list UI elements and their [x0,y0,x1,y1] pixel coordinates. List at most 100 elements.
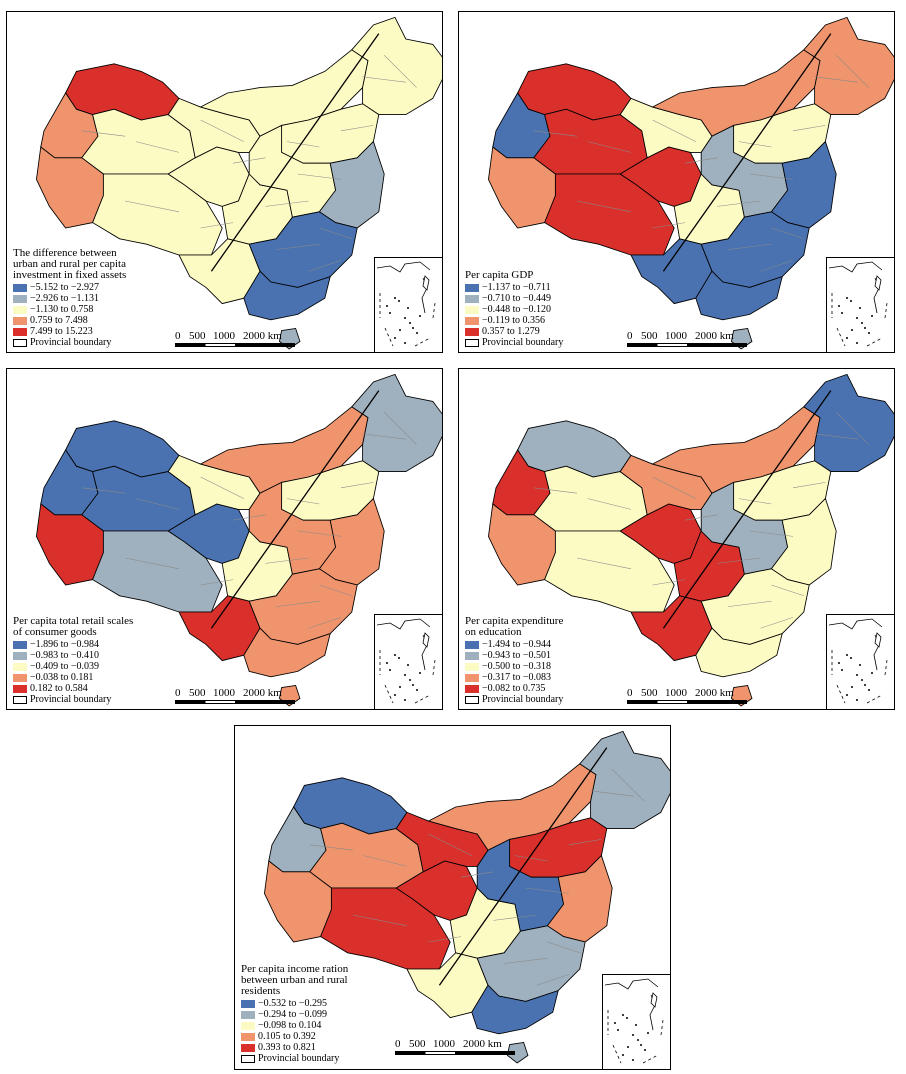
county-boundary-line [232,157,266,164]
county-boundary-line [200,476,244,499]
inset-island-dot [838,305,840,307]
inset-island-dot [409,679,411,681]
county-boundary-line [587,141,632,153]
county-boundary-line [749,530,794,537]
inset-island-dot [851,329,853,331]
county-boundary-line [814,433,858,440]
scale-label-0: 0 [175,687,181,699]
county-boundary-line [232,514,266,521]
legend-label-5: −0.082 to 0.735 [482,683,546,694]
county-boundary-line [760,617,794,629]
legend-item-class-5: 0.182 to 0.584 [13,683,133,694]
scale-label-0: 0 [175,330,181,342]
inset-island-dot [419,315,421,317]
inset-island-dot [856,674,858,676]
county-boundary-line [576,557,632,570]
county-boundary-line [652,476,696,499]
scale-label-500: 500 [189,687,206,699]
inset-island-dot [838,662,840,664]
china-map-gdp [487,16,894,350]
legend-title-line-3: residents [241,985,281,997]
map-panel-education: Per capita expenditure on education −1.4… [458,368,895,710]
inset-island-dot [846,654,848,656]
inset-island-dot [404,317,406,319]
legend-swatch-4 [465,316,479,325]
legend-label-1: −1.896 to −0.984 [30,639,100,650]
map-panel-investment: The difference between urban and rural p… [6,11,443,353]
inset-island-dot [404,699,406,701]
inset-islands-icon [828,261,888,347]
map-panel-gdp: Per capita GDP −1.137 to −0.711 −0.710 t… [458,11,895,353]
diagonal-line [210,33,380,272]
legend-title: Per capita total retail scales of consum… [13,616,133,638]
scale-label-1000: 1000 [213,330,235,342]
legend-item-class-2: −0.294 to −0.099 [241,1009,348,1020]
county-boundary-line [717,557,761,564]
scale-label-500: 500 [189,330,206,342]
diagonal-line [662,390,832,629]
county-boundary-line [547,941,580,954]
county-boundary-line [836,412,869,445]
legend-item-boundary: Provincial boundary [13,337,126,348]
legend-label-boundary: Provincial boundary [258,1053,340,1064]
legend-item-class-5: 0.393 to 0.821 [241,1042,348,1053]
county-boundary-line [309,844,354,851]
legend-swatch-5 [465,327,479,336]
legend-label-3: −0.409 to −0.039 [30,661,100,672]
south-china-sea-inset [826,614,894,709]
inset-island-dot [404,342,406,344]
inset-island-dot [851,686,853,688]
legend-swatch-4 [13,673,27,682]
legend-item-class-1: −0.532 to −0.295 [241,998,348,1009]
county-boundary-line [612,769,645,802]
county-boundary-line [265,557,309,564]
scale-label-500: 500 [641,330,658,342]
inset-island-dot [846,337,848,339]
county-boundary-line [652,119,696,142]
county-boundary-line [684,514,718,521]
legend-label-4: 0.759 to 7.498 [30,315,88,326]
county-boundary-line [319,584,352,597]
legend-swatch-3 [13,305,27,314]
region-guangdong [243,270,331,321]
county-boundary-line [536,974,570,986]
county-boundary-line [684,157,718,164]
legend-title: Per capita expenditure on education [465,616,563,638]
legend-item-class-1: −1.494 to −0.944 [465,639,563,650]
scale-label-1000: 1000 [665,687,687,699]
inset-island-dot [398,300,400,302]
county-boundary-line [200,222,234,229]
legend-swatch-5 [465,684,479,693]
inset-island-dot [632,1059,634,1061]
region-guangdong [695,270,783,321]
county-boundary-line [728,243,772,250]
inset-island-dot [412,327,414,329]
inset-island-dot [389,669,391,671]
scale-label-500: 500 [641,687,658,699]
legend-label-5: 0.393 to 0.821 [258,1042,316,1053]
county-boundary-line [760,260,794,272]
legend-label-4: 0.105 to 0.392 [258,1031,316,1042]
inset-island-dot [617,1029,619,1031]
county-boundary-line [460,871,494,878]
legend-title: Per capita GDP [465,270,563,281]
county-boundary-line [533,130,578,137]
scale-line [175,343,295,347]
legend-label-4: −0.119 to 0.356 [482,315,546,326]
inset-island-dot [856,317,858,319]
legend-item-class-4: −0.119 to 0.356 [465,315,563,326]
scale-line [627,700,747,704]
county-boundary-line [587,498,632,510]
scale-line [395,1051,515,1055]
scale-label-2000: 2000 km [695,687,734,699]
legend-swatch-1 [465,283,479,292]
inset-island-dot [394,337,396,339]
scale-label-1000: 1000 [433,1038,455,1050]
inset-island [422,275,430,291]
county-boundary-line [135,498,180,510]
inset-island-dot [419,672,421,674]
inset-island-dot [635,1024,637,1026]
inset-island-dot [398,657,400,659]
legend-item-boundary: Provincial boundary [241,1053,348,1064]
region-east [770,497,837,586]
